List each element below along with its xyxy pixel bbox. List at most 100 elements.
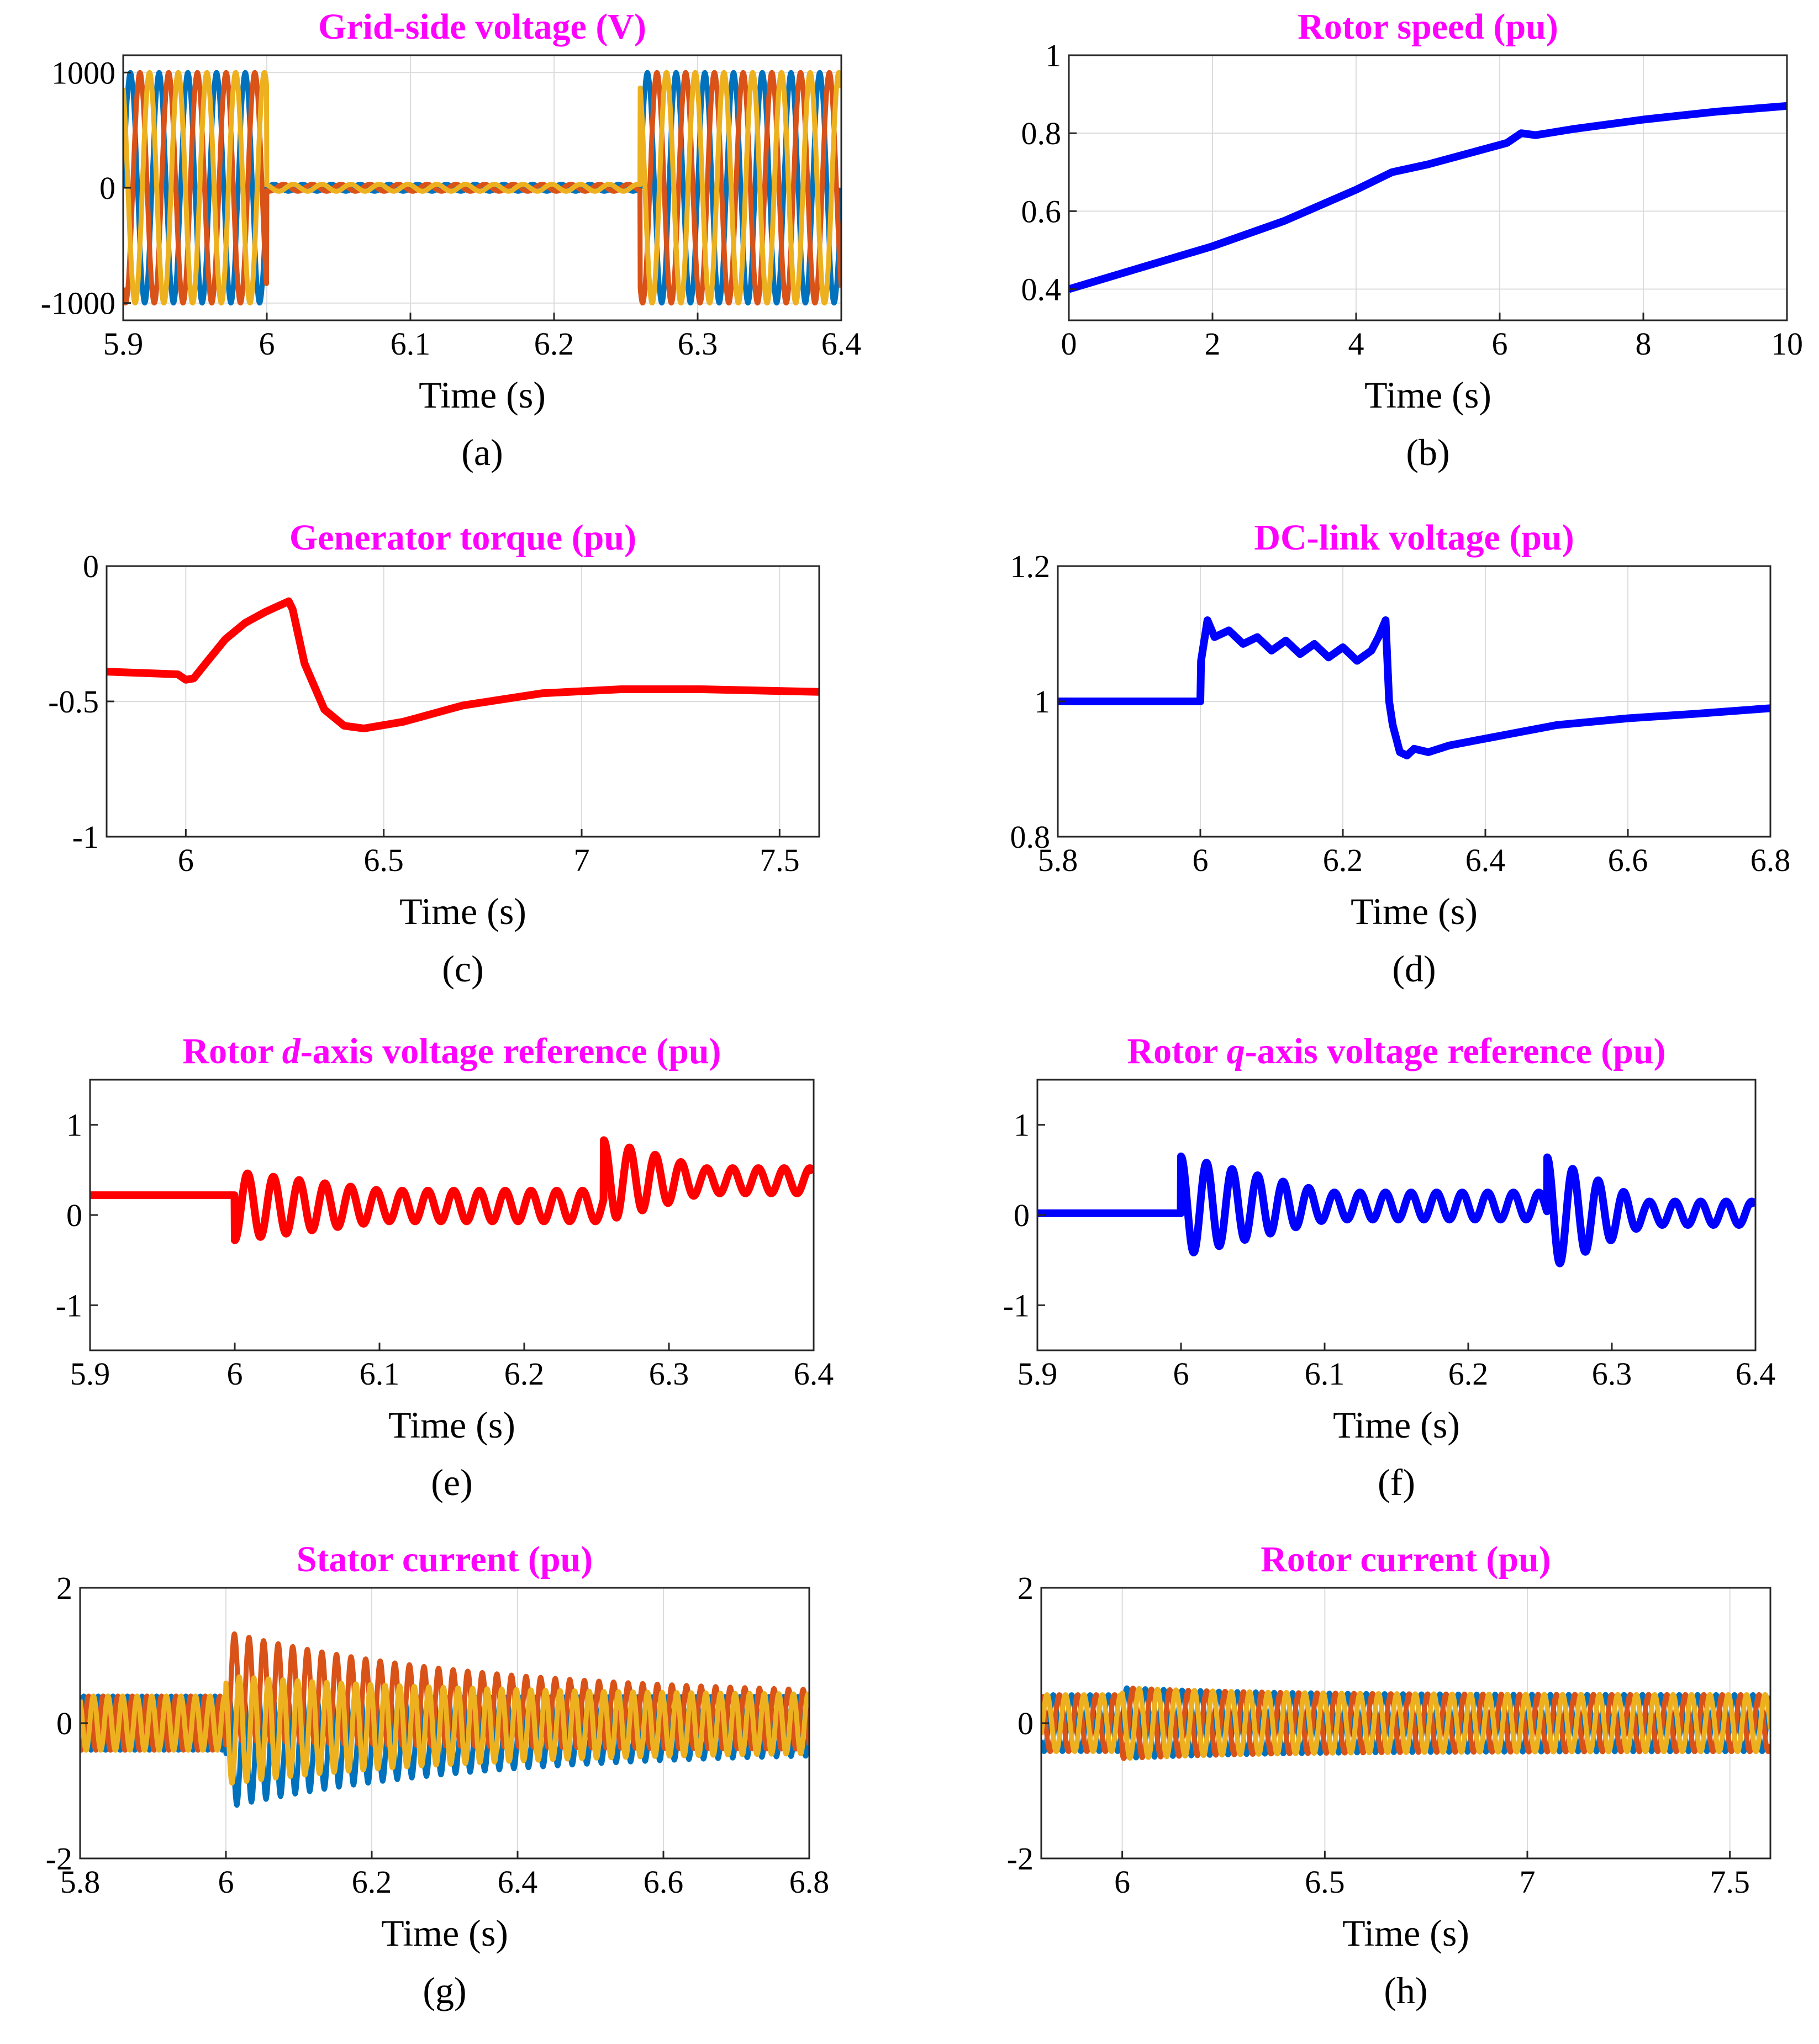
y-tick-label: -1000 [41, 286, 115, 321]
y-tick-label: 1 [1045, 38, 1061, 73]
x-tick-label: 8 [1636, 326, 1652, 362]
x-tick-label: 6.6 [644, 1864, 684, 1900]
x-tick-label: 5.8 [60, 1864, 101, 1900]
y-tick-label: 0.8 [1010, 819, 1051, 855]
x-tick-label: 6.4 [1736, 1356, 1776, 1392]
x-tick-label: 6.2 [504, 1356, 545, 1392]
series-line-d-0 [1058, 616, 1770, 759]
chart-title-part: d [282, 1031, 301, 1071]
x-tick-label: 6.3 [678, 326, 718, 362]
panel-h: 6 6.5 7 7.5 -2 0 2 Rotor current (pu) Time (s) (h… [1007, 1539, 1771, 2011]
x-tick-label: 4 [1348, 326, 1364, 362]
y-tick-label: -0.5 [48, 684, 99, 720]
y-tick-label: 1 [1034, 684, 1050, 720]
x-tick-label: 6.1 [391, 326, 431, 362]
y-tick-label: 0 [99, 170, 115, 206]
x-tick-label: 6.3 [649, 1356, 689, 1392]
series-line-a-0 [123, 70, 841, 306]
x-tick-label: 5.9 [1017, 1356, 1058, 1392]
chart-title: Rotor current (pu) [1261, 1539, 1551, 1580]
panel-caption: (f) [1378, 1461, 1415, 1503]
x-axis-label: Time (s) [381, 1912, 508, 1954]
y-tick-label: -1 [72, 819, 99, 855]
x-tick-label: 6 [218, 1864, 234, 1900]
panel-caption: (b) [1406, 431, 1449, 473]
x-tick-label: 6.2 [534, 326, 574, 362]
x-tick-label: 6 [259, 326, 275, 362]
y-tick-label: 0 [56, 1705, 72, 1741]
y-tick-label: 1000 [51, 55, 115, 91]
chart-title: DC-link voltage (pu) [1254, 517, 1574, 558]
x-tick-label: 6.2 [1448, 1356, 1489, 1392]
y-tick-label: 0.4 [1021, 272, 1062, 308]
x-tick-label: 6 [1173, 1356, 1189, 1392]
x-tick-label: 6 [1492, 326, 1508, 362]
panel-c: 6 6.5 7 7.5 -1 -0.5 0 Generator torque (pu) Time… [48, 517, 820, 990]
x-tick-label: 7.5 [1710, 1864, 1750, 1900]
axes-box [1068, 54, 1788, 321]
panel-caption: (a) [461, 431, 503, 473]
series-line-f-0 [1037, 1152, 1755, 1267]
y-tick-label: 1.2 [1010, 548, 1051, 584]
chart-title: Rotor speed (pu) [1298, 7, 1558, 47]
series-line-h-2 [1041, 1686, 1770, 1761]
x-tick-label: 0 [1061, 326, 1077, 362]
chart-title: Grid-side voltage (V) [318, 7, 646, 47]
panel-caption: (d) [1392, 948, 1436, 990]
chart-title-part: q [1227, 1031, 1245, 1071]
x-tick-label: 10 [1771, 326, 1803, 362]
panel-d: 5.8 6 6.2 6.4 6.6 6.8 0.8 1 1.2 DC-link voltage (… [1010, 517, 1791, 990]
x-tick-label: 7 [574, 842, 590, 878]
chart-title: Rotor q-axis voltage reference (pu) [1127, 1031, 1665, 1071]
x-tick-label: 6.1 [1305, 1356, 1345, 1392]
series-line-a-2 [123, 70, 841, 306]
x-tick-label: 7 [1520, 1864, 1536, 1900]
y-tick-label: -2 [1007, 1841, 1034, 1877]
x-tick-label: 6 [1114, 1864, 1130, 1900]
x-axis-label: Time (s) [1351, 890, 1478, 932]
panel-b: 0 2 4 6 8 10 0.4 0.6 0.8 1 Rotor speed (pu) Time (s… [1021, 7, 1804, 473]
x-tick-label: 6.2 [1323, 842, 1363, 878]
x-tick-label: 6.6 [1608, 842, 1648, 878]
x-tick-label: 6.5 [1305, 1864, 1345, 1900]
chart-title-part: -axis voltage reference (pu) [1245, 1031, 1666, 1071]
y-tick-label: -1 [1003, 1287, 1030, 1323]
series-line-b-0 [1069, 102, 1787, 293]
series-line-e-0 [90, 1136, 814, 1244]
x-tick-label: 5.8 [1038, 842, 1078, 878]
x-tick-label: 6.5 [363, 842, 404, 878]
y-tick-label: 0.8 [1021, 115, 1062, 151]
x-tick-label: 5.9 [70, 1356, 110, 1392]
x-tick-label: 6 [1193, 842, 1209, 878]
chart-title-part: Rotor [182, 1031, 282, 1071]
y-tick-label: -2 [46, 1841, 72, 1877]
x-axis-label: Time (s) [1333, 1404, 1460, 1446]
x-tick-label: 6 [227, 1356, 243, 1392]
y-tick-label: 2 [56, 1570, 72, 1606]
panel-f: 5.9 6 6.1 6.2 6.3 6.4 -1 0 1 Rotor q-axis voltage… [1003, 1031, 1776, 1503]
y-tick-label: 1 [66, 1107, 82, 1143]
y-tick-label: 0 [1014, 1197, 1030, 1233]
panel-a: 5.9 6 6.1 6.2 6.3 6.4 -1000 0 1000 Grid-side volt… [41, 7, 862, 473]
panel-caption: (e) [431, 1461, 472, 1503]
chart-title-part: -axis voltage reference (pu) [300, 1031, 721, 1071]
series-line-g-2 [80, 1674, 809, 1786]
y-tick-label: 1 [1014, 1107, 1030, 1143]
x-axis-label: Time (s) [1364, 374, 1491, 416]
panel-caption: (h) [1384, 1969, 1427, 2011]
x-tick-label: 6.8 [1751, 842, 1791, 878]
x-axis-label: Time (s) [399, 890, 526, 932]
x-axis-label: Time (s) [1342, 1912, 1469, 1954]
y-tick-label: 0 [1017, 1705, 1034, 1741]
x-axis-label: Time (s) [388, 1404, 515, 1446]
x-tick-label: 5.9 [103, 326, 144, 362]
panel-e: 5.9 6 6.1 6.2 6.3 6.4 -1 0 1 Rotor d-axis voltage… [56, 1031, 834, 1503]
x-tick-label: 6.8 [789, 1864, 830, 1900]
y-tick-label: 0 [83, 548, 99, 584]
panel-caption: (g) [423, 1969, 466, 2011]
x-tick-label: 6.3 [1592, 1356, 1632, 1392]
chart-title: Stator current (pu) [297, 1539, 593, 1580]
series-line-a-1 [123, 70, 841, 306]
x-tick-label: 7.5 [760, 842, 800, 878]
